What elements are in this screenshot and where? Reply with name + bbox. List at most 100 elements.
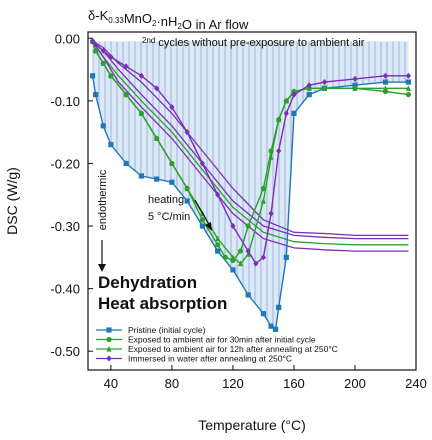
top-note-text: cycles without pre-exposure to ambient a…	[155, 37, 364, 49]
y-tick-label: -0.10	[50, 94, 80, 109]
heating-arrow	[194, 199, 211, 227]
series-4-point	[291, 91, 297, 98]
legend-label: Pristine (initial cycle)	[128, 325, 206, 335]
series-2-point	[199, 217, 206, 223]
series-1-point	[405, 79, 411, 85]
series-1-point	[352, 82, 358, 88]
y-tick-label: -0.30	[50, 219, 80, 234]
x-axis-label: Temperature (°C)	[198, 417, 306, 433]
series-3-point	[321, 85, 328, 91]
top-note-superscript: 2nd	[142, 36, 155, 45]
series-4-point	[352, 75, 358, 83]
second-cycle-line-2	[92, 41, 409, 252]
x-tick-label: 40	[104, 376, 118, 391]
series-4-point	[123, 63, 129, 70]
x-tick-label: 80	[165, 376, 179, 391]
second-cycle-line-3	[92, 40, 409, 240]
top-note: 2nd cycles without pre-exposure to ambie…	[142, 36, 365, 49]
series-4-point	[108, 53, 114, 61]
heat-absorption-label: Heat absorption	[98, 294, 227, 313]
chart-title: δ-K0.33MnO2·nH2O in Ar flow	[88, 8, 249, 32]
series-3-point	[138, 110, 144, 116]
series-2-point	[215, 242, 221, 248]
series-4-point	[93, 41, 99, 48]
series-4-point	[154, 85, 160, 92]
series-3-point	[154, 135, 160, 142]
series-3-point	[283, 97, 289, 104]
series-3-point	[100, 60, 106, 66]
endothermic-label: endothermic	[97, 169, 109, 230]
series-4-point	[306, 82, 312, 89]
series-3-point	[184, 185, 190, 192]
series-3-point	[276, 116, 282, 123]
x-tick-label: 120	[222, 376, 244, 391]
series-1-point	[123, 160, 129, 167]
x-tick-label: 240	[405, 376, 427, 391]
series-1-point	[93, 91, 99, 98]
series-1-point	[273, 326, 279, 332]
legend-swatch-marker	[106, 345, 112, 352]
rate-label: 5 °C/min	[148, 211, 190, 223]
series-1-point	[276, 304, 282, 311]
heating-arrowhead	[205, 222, 212, 231]
series-layer	[89, 38, 411, 332]
x-tick-label: 200	[344, 376, 366, 391]
series-3-point	[268, 154, 274, 160]
series-3-point	[93, 47, 99, 54]
series-3-point	[260, 197, 267, 204]
series-1-point	[169, 179, 175, 185]
series-2-point	[237, 248, 244, 254]
series-1-point	[283, 254, 289, 260]
series-1-point	[268, 323, 274, 329]
series-1-point	[260, 311, 267, 317]
second-cycle-line-4	[92, 40, 409, 237]
legend-label: Immersed in water after annealing at 250…	[128, 354, 292, 364]
legend-swatch-marker	[106, 355, 112, 362]
series-4-point	[260, 254, 267, 261]
series-4-point	[245, 247, 251, 255]
y-tick-label: -0.40	[50, 282, 80, 297]
second-cycle-line-1	[92, 41, 409, 246]
series-3-point	[291, 88, 297, 95]
series-1-point	[382, 79, 389, 85]
series-1-point	[306, 91, 312, 98]
series-2-point	[245, 223, 251, 229]
series-4-point	[405, 72, 411, 79]
series-4-point	[138, 72, 144, 79]
endothermic-arrowhead	[98, 264, 106, 272]
series-1-point	[100, 123, 106, 129]
series-2-point	[222, 254, 228, 260]
series-1-point	[184, 198, 190, 204]
legend-swatch-marker	[106, 327, 112, 333]
series-1-point	[245, 292, 251, 298]
series-3-point	[169, 160, 175, 167]
series-line-3	[91, 41, 409, 265]
dehydration-label: Dehydration	[98, 273, 197, 292]
series-4-point	[230, 222, 236, 230]
series-1-point	[89, 73, 96, 79]
series-4-point	[253, 260, 259, 267]
series-1-point	[108, 142, 114, 148]
series-3-point	[237, 260, 244, 267]
series-3-point	[215, 235, 221, 242]
series-4-point	[382, 72, 389, 79]
heating-label: heating	[148, 194, 184, 206]
series-4-point	[184, 129, 190, 136]
plot-frame	[87, 31, 417, 371]
ticks-layer: 40 80 120 160 200 240 0.00 -0.10 -0.20 -0.30 -0.40…	[50, 31, 426, 391]
series-4-point	[283, 110, 289, 117]
series-1-point	[215, 248, 221, 254]
y-tick-label: -0.20	[50, 156, 80, 171]
series-line-4	[92, 40, 409, 265]
series-4-point	[321, 78, 328, 86]
y-tick-label: 0.00	[55, 31, 80, 46]
legend-swatch-marker	[106, 336, 112, 343]
series-4-point	[199, 160, 206, 167]
series-3-point	[382, 85, 389, 91]
legend-label: Exposed to ambient air for 12h after ann…	[128, 344, 338, 354]
series-2-point	[405, 91, 411, 98]
legend-label: Exposed to ambient air for 30min after i…	[128, 335, 316, 345]
y-tick-label: -0.50	[50, 344, 80, 359]
series-1-point	[199, 223, 206, 229]
